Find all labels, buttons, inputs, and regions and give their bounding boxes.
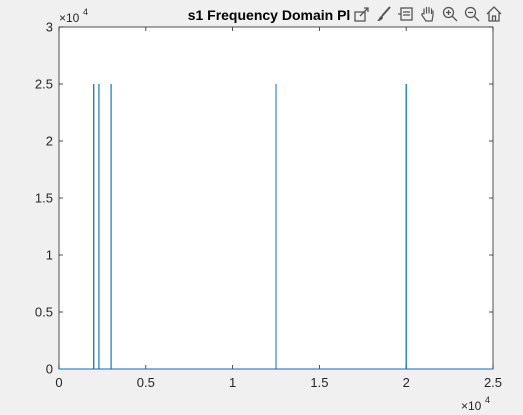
data-tips-icon <box>398 7 413 21</box>
x-tick-label: 2.5 <box>484 375 502 390</box>
y-multiplier-base: ×10 <box>59 11 80 25</box>
x-multiplier: ×10 4 <box>461 395 490 413</box>
zoom-out-icon <box>464 6 480 22</box>
zoom-in-button[interactable] <box>440 4 460 24</box>
export-button[interactable] <box>352 4 372 24</box>
x-tick-label: 1.5 <box>310 375 328 390</box>
y-multiplier: ×10 4 <box>59 7 88 25</box>
x-tick-label: 0 <box>55 375 62 390</box>
x-tick-label: 2 <box>403 375 410 390</box>
brush-icon <box>377 6 391 21</box>
pan-icon <box>421 6 434 22</box>
home-button[interactable] <box>484 4 504 24</box>
y-tick-label: 3 <box>46 20 53 35</box>
chart-title: s1 Frequency Domain Pl <box>188 7 351 23</box>
x-tick-label: 1 <box>229 375 236 390</box>
y-tick-label: 1.5 <box>35 191 53 206</box>
y-axis: 0 0.5 1 1.5 2 2.5 3 <box>35 20 493 377</box>
x-tick-label: 0.5 <box>137 375 155 390</box>
home-icon <box>486 6 502 22</box>
y-multiplier-exp: 4 <box>83 7 88 17</box>
x-multiplier-exp: 4 <box>485 395 490 405</box>
axes-toolbar <box>352 3 504 25</box>
data-tips-button[interactable] <box>396 4 416 24</box>
zoom-out-button[interactable] <box>462 4 482 24</box>
x-multiplier-base: ×10 <box>461 399 482 413</box>
y-tick-label: 2.5 <box>35 77 53 92</box>
y-tick-label: 0 <box>46 362 53 377</box>
x-axis: 0 0.5 1 1.5 2 2.5 <box>55 27 502 390</box>
pan-button[interactable] <box>418 4 438 24</box>
y-tick-label: 0.5 <box>35 305 53 320</box>
brush-button[interactable] <box>374 4 394 24</box>
series-line <box>59 84 493 370</box>
export-icon <box>354 7 369 22</box>
zoom-in-icon <box>442 6 458 22</box>
y-tick-label: 2 <box>46 134 53 149</box>
y-tick-label: 1 <box>46 248 53 263</box>
